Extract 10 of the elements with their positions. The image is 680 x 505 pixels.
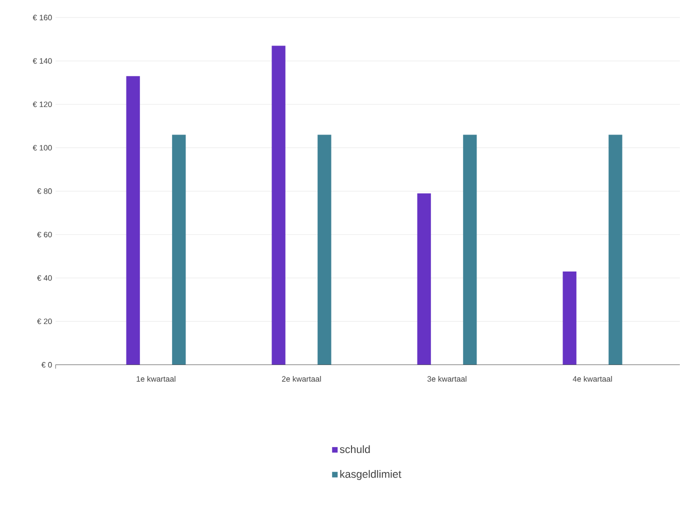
legend-label: schuld	[340, 445, 370, 453]
bar	[172, 134, 186, 365]
bar	[417, 193, 431, 365]
bar	[463, 134, 477, 365]
bar	[562, 271, 576, 365]
bar	[126, 76, 140, 365]
bar	[318, 134, 332, 365]
bar	[608, 134, 622, 365]
legend-label: kasgeldlimiet	[340, 470, 402, 480]
bar	[272, 46, 286, 365]
